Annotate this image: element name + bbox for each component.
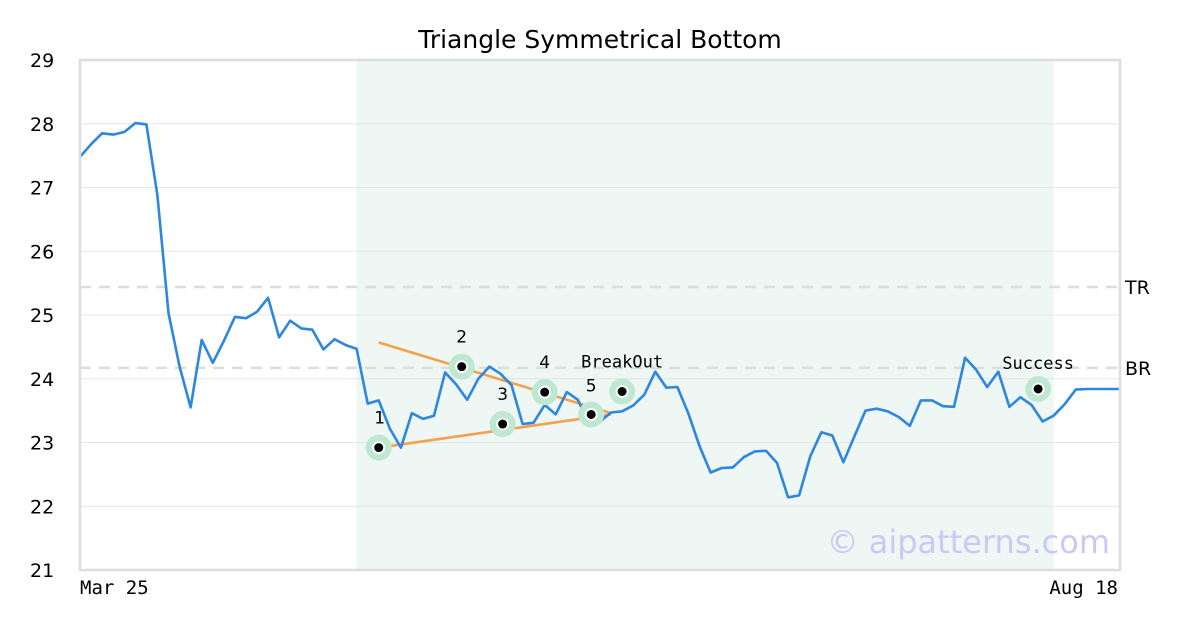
y-tick-label: 29: [30, 50, 54, 72]
marker-point: [615, 385, 629, 398]
marker-point: [455, 360, 469, 374]
y-axis-ticks: 21 22 23 24 25 26 27 28 29: [30, 50, 54, 582]
chart-title: Triangle Symmetrical Bottom: [417, 25, 782, 54]
marker-point: [372, 441, 386, 455]
x-tick-start: Mar 25: [80, 577, 149, 599]
y-tick-label: 24: [30, 369, 54, 391]
trend-line: [378, 341, 612, 415]
marker-label: 2: [456, 328, 467, 348]
marker-label: Success: [1002, 354, 1074, 374]
y-tick-label: 27: [30, 178, 54, 200]
pattern-markers: 1 2 3 4 5 BreakOut Success: [365, 328, 1074, 461]
marker-label: 3: [497, 385, 508, 405]
x-tick-end: Aug 18: [1049, 577, 1118, 599]
level-lines: TR BR: [80, 277, 1151, 380]
marker-label: 1: [374, 409, 385, 429]
watermark: © aipatterns.com: [827, 523, 1110, 561]
y-tick-label: 22: [30, 496, 54, 518]
y-tick-label: 21: [30, 560, 54, 582]
y-tick-label: 23: [30, 433, 54, 455]
marker-point: [496, 417, 510, 431]
y-tick-label: 25: [30, 305, 54, 327]
marker-point: [584, 407, 598, 421]
y-tick-label: 26: [30, 241, 54, 263]
level-label-tr: TR: [1124, 277, 1150, 299]
marker-point: [538, 385, 552, 399]
marker-point: [1031, 382, 1045, 396]
level-label-br: BR: [1125, 358, 1151, 380]
marker-label: BreakOut: [581, 353, 663, 373]
marker-label: 5: [586, 376, 597, 396]
plot-frame: [78, 58, 1122, 572]
marker-label: 4: [539, 353, 550, 373]
y-tick-label: 28: [30, 114, 54, 136]
